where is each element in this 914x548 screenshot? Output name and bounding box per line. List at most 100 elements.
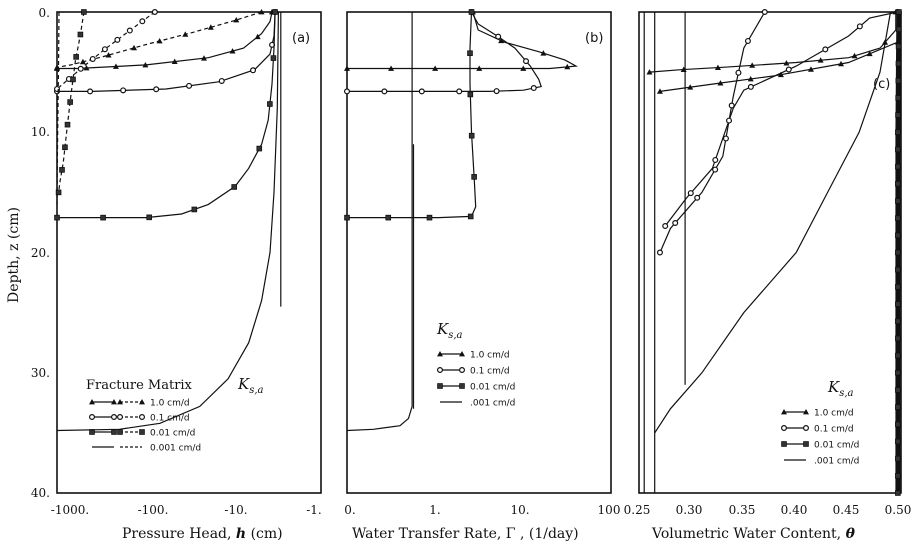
data-point-marker [388, 65, 395, 71]
x-tick-b-0: 0. [344, 503, 355, 517]
data-point-marker [726, 117, 733, 124]
x-tick-labels-c: 0.25 0.30 0.35 0.40 0.45 0.50 [624, 503, 912, 517]
data-point-marker [895, 43, 902, 50]
data-point-marker [456, 88, 463, 95]
data-point-marker [712, 166, 719, 173]
panel-b-label: (b) [585, 31, 603, 46]
data-point-marker [112, 63, 119, 69]
series-line [58, 11, 85, 193]
data-point-marker [142, 61, 149, 68]
x-axis-label-c: Volumetric Water Content, θ [651, 526, 856, 542]
legend-label: .001 cm/d [814, 457, 859, 467]
legend-label: 0.1 cm/d [470, 367, 510, 377]
series-line [57, 11, 276, 219]
y-axis-label: Depth, z (cm) [6, 207, 22, 303]
data-point-marker [694, 194, 701, 201]
data-point-marker [146, 214, 152, 221]
data-point-marker [67, 99, 73, 105]
data-point-marker [62, 144, 68, 151]
series-line [347, 11, 542, 92]
data-point-marker [895, 438, 901, 445]
data-point-marker [229, 48, 236, 54]
legend-b-ks-sub: s,a [448, 330, 462, 341]
x-tick-a-0: -1000. [51, 503, 89, 517]
series-0-1-cm-d-curve [344, 9, 542, 95]
data-point-marker [156, 37, 163, 44]
legend-c-ks-symbol: K [827, 378, 840, 396]
data-point-marker [182, 31, 189, 37]
legend-marker [437, 351, 443, 357]
legend-a-title: Fracture Matrix [86, 378, 193, 393]
legend-marker [459, 351, 465, 357]
series-line [649, 12, 897, 73]
data-point-marker [471, 174, 477, 180]
y-tick-30: 30. [31, 366, 50, 380]
panel-a-frame [56, 11, 322, 494]
series-1-0-cm-d-curve [646, 9, 899, 75]
series-0-1-cm-d-curve [656, 9, 768, 256]
data-point-marker [77, 65, 84, 72]
data-point-marker [895, 112, 901, 118]
y-tick-20: 20. [31, 246, 50, 260]
data-point-marker [267, 101, 273, 107]
legend-marker [780, 425, 787, 432]
legend-row: 0.1 cm/d [88, 414, 190, 424]
data-point-marker [744, 37, 751, 44]
legend-marker [117, 429, 123, 435]
data-point-marker [564, 63, 571, 70]
legend-marker [89, 399, 95, 405]
legend-a: Fracture Matrix Ks,a 1.0 cm/d 0.1 cm/d 0.0… [86, 375, 264, 454]
data-point-marker [712, 156, 719, 163]
data-point-marker [895, 490, 901, 496]
legend-row: 0.001 cm/d [92, 444, 201, 454]
x-axis-label-b-symbol: Γ [506, 526, 516, 542]
series-line [347, 11, 477, 219]
legend-row: .001 cm/d [784, 457, 859, 467]
data-point-marker [83, 65, 90, 71]
series-line [346, 12, 413, 432]
data-point-marker [344, 65, 350, 71]
legend-label: 1.0 cm/d [150, 399, 190, 409]
legend-row: .001 cm/d [440, 399, 515, 409]
series-1-0-cm-d-curve [656, 39, 901, 94]
x-axis-label-a-prefix: Pressure Head, [122, 526, 231, 542]
data-point-marker [171, 58, 178, 65]
data-point-marker [272, 9, 278, 15]
series-0-01-cm-d-curve [895, 9, 902, 496]
data-point-marker [467, 213, 474, 220]
legend-row: 1.0 cm/d [437, 351, 510, 361]
legend-a-rows: 1.0 cm/d 0.1 cm/d 0.01 cm/d 0.001 cm/d [88, 399, 201, 454]
data-point-marker [761, 9, 768, 16]
series-line [654, 11, 892, 434]
data-point-marker [426, 214, 433, 221]
data-point-marker [467, 50, 473, 57]
data-point-marker [895, 95, 901, 101]
data-point-marker [783, 60, 790, 66]
legend-marker [116, 414, 123, 421]
panel-b-frame [346, 11, 612, 494]
x-tick-c-3: 0.40 [781, 503, 808, 517]
data-point-marker [895, 387, 901, 393]
legend-marker [781, 441, 787, 447]
x-tick-labels-a: -1000. -100. -10. -1. [51, 503, 322, 517]
y-tick-10: 10. [31, 125, 50, 139]
data-point-marker [895, 421, 901, 428]
data-point-marker [153, 86, 160, 93]
series-0-1-cm-d-matrix [53, 9, 158, 92]
series-1-0-cm-d-matrix [54, 9, 265, 70]
data-point-marker [89, 55, 96, 62]
legend-row: 1.0 cm/d [781, 409, 854, 419]
legend-c-ks: Ks,a [827, 378, 854, 399]
data-point-marker [151, 9, 158, 16]
data-point-marker [344, 88, 351, 95]
data-point-marker [895, 232, 901, 239]
data-point-marker [672, 219, 679, 226]
data-point-marker [495, 33, 502, 40]
legend-marker [803, 441, 809, 447]
data-point-marker [656, 88, 663, 94]
data-point-marker [218, 77, 225, 84]
x-tick-c-5: 0.50 [885, 503, 912, 517]
data-point-marker [895, 455, 901, 462]
x-tick-a-1: -100. [138, 503, 169, 517]
legend-marker [111, 429, 117, 435]
